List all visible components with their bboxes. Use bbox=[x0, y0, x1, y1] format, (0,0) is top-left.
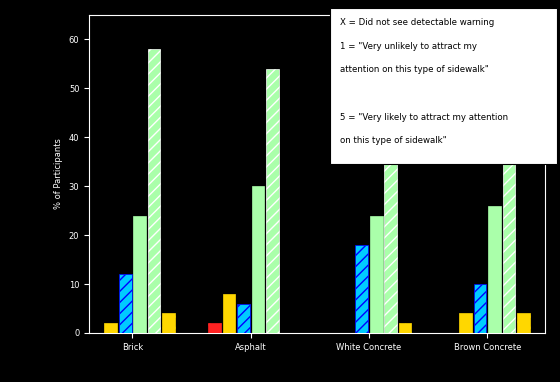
Bar bbox=[251, 186, 264, 333]
Bar bbox=[370, 215, 382, 333]
Bar bbox=[474, 284, 486, 333]
Bar bbox=[488, 206, 501, 333]
Bar bbox=[459, 313, 472, 333]
Text: 5 = "Very likely to attract my attention: 5 = "Very likely to attract my attention bbox=[340, 113, 508, 122]
Text: attention on this type of sidewalk": attention on this type of sidewalk" bbox=[340, 65, 489, 74]
Bar bbox=[104, 323, 117, 333]
Bar bbox=[148, 49, 161, 333]
Text: 1 = "Very unlikely to attract my: 1 = "Very unlikely to attract my bbox=[340, 42, 477, 51]
Bar bbox=[517, 313, 530, 333]
Y-axis label: % of Participants: % of Participants bbox=[54, 139, 63, 209]
Bar bbox=[384, 59, 397, 333]
Bar bbox=[237, 304, 250, 333]
Text: on this type of sidewalk": on this type of sidewalk" bbox=[340, 136, 447, 146]
Bar bbox=[399, 323, 412, 333]
Bar bbox=[502, 59, 515, 333]
Bar bbox=[162, 313, 175, 333]
Bar bbox=[223, 294, 235, 333]
Bar bbox=[119, 274, 132, 333]
Bar bbox=[266, 69, 279, 333]
Bar bbox=[356, 245, 368, 333]
Text: X = Did not see detectable warning: X = Did not see detectable warning bbox=[340, 18, 494, 27]
Bar bbox=[208, 323, 221, 333]
Bar bbox=[133, 215, 146, 333]
